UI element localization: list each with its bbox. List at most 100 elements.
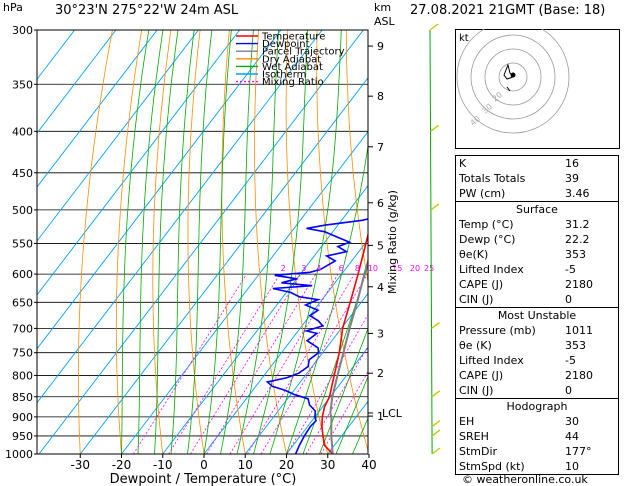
indices-row: Totals Totals 39 xyxy=(456,171,618,186)
surface-value: 22.2 xyxy=(565,233,590,246)
dry-adiabat xyxy=(285,30,329,454)
x-tick-label: -30 xyxy=(70,458,90,472)
legend-label: Temperature xyxy=(261,32,325,43)
pressure-tick-label: 650 xyxy=(12,296,33,309)
most-unstable-block: Most Unstable Pressure (mb) 1011 θe (K) 353… xyxy=(456,307,618,398)
indices-block: K 16 Totals Totals 39 PW (cm) 3.46 xyxy=(456,156,618,201)
x-tick-label: -10 xyxy=(153,458,173,472)
wet-adiabat xyxy=(286,143,368,454)
most_unstable-label: Lifted Index xyxy=(459,354,524,367)
surface-row: CAPE (J) 2180 xyxy=(456,277,618,292)
wind-barb xyxy=(430,203,440,211)
most_unstable-label: CIN (J) xyxy=(459,384,494,397)
wind-barb xyxy=(431,429,441,437)
surface-title: Surface xyxy=(516,203,558,216)
barb-profile xyxy=(429,29,433,455)
dry-adiabat xyxy=(316,30,368,452)
x-tick-label: 40 xyxy=(361,458,376,472)
hodograph_stats-label: EH xyxy=(459,415,475,428)
isotherm xyxy=(37,30,323,404)
dry-adiabat xyxy=(187,30,205,454)
surface-row: CIN (J) 0 xyxy=(456,292,618,307)
mixing-ratio-axis-label: Mixing Ratio (g/kg) xyxy=(386,190,399,294)
legend-label: Parcel Trajectory xyxy=(262,47,345,58)
legend-label: Isotherm xyxy=(262,70,306,81)
mixing-ratio-label: 25 xyxy=(424,264,434,273)
surface-label: θe(K) xyxy=(459,248,489,261)
wet-adiabat xyxy=(121,30,150,454)
mixing-ratio-line xyxy=(260,273,368,454)
x-tick-label: -20 xyxy=(112,458,132,472)
wet-adiabat xyxy=(253,30,308,454)
hodograph_stats-value: 10 xyxy=(565,460,579,473)
wind-barbs xyxy=(429,23,441,455)
x-tick-label: 20 xyxy=(279,458,294,472)
surface-row: Temp (°C) 31.2 xyxy=(456,217,618,232)
mixing-ratio-line xyxy=(190,273,301,454)
hodograph_stats-label: StmDir xyxy=(459,445,498,458)
location-title: 30°23'N 275°22'W 24m ASL xyxy=(55,3,239,18)
surface-label: CAPE (J) xyxy=(459,278,504,291)
hodograph_stats-label: SREH xyxy=(459,430,489,443)
isotherm xyxy=(162,184,368,454)
mixing-ratio-line xyxy=(206,273,317,454)
hodograph_stats-label: StmSpd (kt) xyxy=(459,460,525,473)
x-tick-label: 0 xyxy=(200,458,208,472)
pressure-tick-label: 1000 xyxy=(5,448,33,461)
surface-row: Dewp (°C) 22.2 xyxy=(456,232,618,247)
wet-adiabat xyxy=(170,30,195,454)
lcl-label: LCL xyxy=(382,407,403,420)
most_unstable-value: 353 xyxy=(565,339,586,352)
most_unstable-value: 2180 xyxy=(565,369,593,382)
hodograph_stats-row: StmDir 177° xyxy=(456,444,618,459)
surface-value: 353 xyxy=(565,248,586,261)
legend-label: Mixing Ratio xyxy=(262,77,324,88)
hpa-label: hPa xyxy=(3,1,23,14)
surface-row: θe(K) 353 xyxy=(456,247,618,262)
wind-barb xyxy=(431,419,441,428)
most_unstable-row: Lifted Index -5 xyxy=(456,353,618,368)
wind-barb xyxy=(431,390,441,398)
isotherm xyxy=(244,292,368,454)
dry-adiabat xyxy=(78,30,113,454)
x-tick-label: 30 xyxy=(320,458,335,472)
isotherm xyxy=(37,30,240,296)
surface-row: Lifted Index -5 xyxy=(456,262,618,277)
hodograph_stats-value: 30 xyxy=(565,415,579,428)
most_unstable-row: CAPE (J) 2180 xyxy=(456,368,618,383)
hodograph_stats-row: StmSpd (kt) 10 xyxy=(456,459,618,474)
most_unstable-label: CAPE (J) xyxy=(459,369,504,382)
mixing-ratio-line xyxy=(133,273,247,454)
most_unstable-value: 1011 xyxy=(565,324,593,337)
dry-adiabat xyxy=(221,30,246,454)
series-parcel-trajectory xyxy=(329,257,368,454)
wet-adiabat xyxy=(137,30,164,454)
pressure-tick-label: 450 xyxy=(12,167,33,180)
isotherm xyxy=(38,30,364,454)
km-tick-label: 2 xyxy=(377,367,384,380)
plot-frame xyxy=(36,29,369,455)
hodograph-kt-label: kt xyxy=(459,33,469,44)
indices-row: PW (cm) 3.46 xyxy=(456,186,618,201)
indices-label: Totals Totals xyxy=(459,172,526,185)
indices-value: 39 xyxy=(565,172,579,185)
most_unstable-row: θe (K) 353 xyxy=(456,338,618,353)
dry-adiabat xyxy=(152,30,172,454)
km-tick-label: 7 xyxy=(377,141,384,154)
wet-adiabat xyxy=(220,30,254,454)
series-temperature xyxy=(321,231,368,454)
most_unstable-value: -5 xyxy=(565,354,576,367)
wind-barb xyxy=(431,321,440,329)
pressure-tick-label: 750 xyxy=(12,347,33,360)
pressure-tick-label: 550 xyxy=(12,237,33,250)
isotherm xyxy=(79,77,368,454)
hodograph-stats-block: Hodograph EH 30 SREH 44 StmDir 177° StmSpd (kt… xyxy=(456,398,618,474)
hodograph_stats-row: EH 30 xyxy=(456,414,618,429)
mixing-ratio-label: 3 xyxy=(301,264,306,273)
mixing-ratio-label: 2 xyxy=(281,264,286,273)
pressure-tick-label: 900 xyxy=(12,411,33,424)
wind-barb xyxy=(429,23,439,31)
dry-adiabat xyxy=(254,30,287,454)
